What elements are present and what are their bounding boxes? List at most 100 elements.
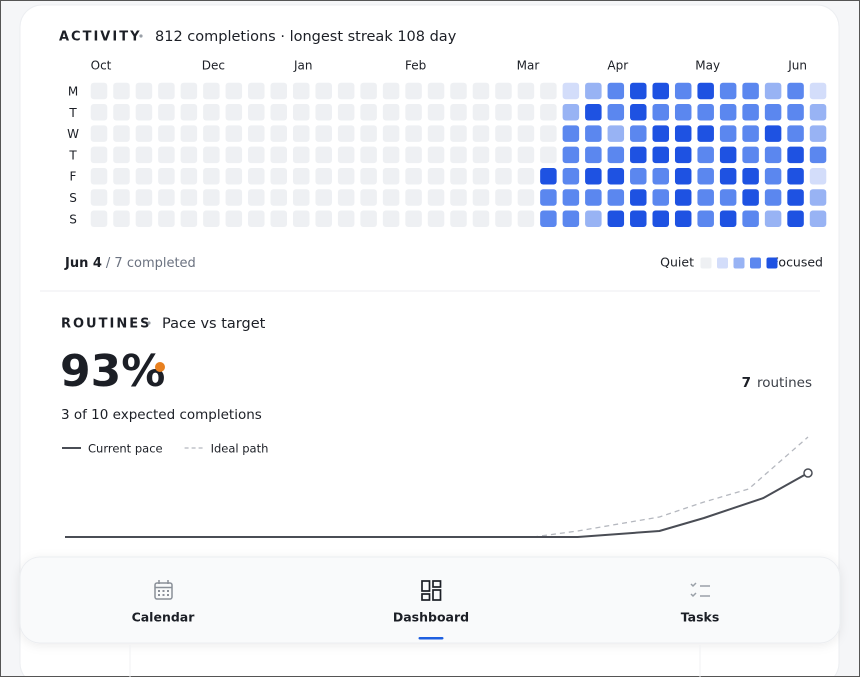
heat-cell bbox=[719, 82, 737, 100]
selected-date: Jun 4 bbox=[64, 256, 102, 271]
heat-cell bbox=[540, 189, 557, 206]
heat-cell bbox=[697, 82, 714, 100]
heat-cell bbox=[764, 210, 782, 228]
nav-item[interactable]: Calendar bbox=[132, 610, 196, 625]
expected-completions: 3 of 10 expected completions bbox=[61, 407, 262, 423]
heat-cell bbox=[158, 210, 175, 228]
heat-cell bbox=[203, 104, 220, 121]
heat-cell bbox=[585, 167, 602, 185]
heat-cell bbox=[674, 104, 692, 121]
heat-cell bbox=[180, 82, 198, 100]
heat-cell bbox=[809, 125, 827, 142]
heat-cell bbox=[315, 210, 332, 228]
heat-cell bbox=[652, 167, 669, 185]
heat-cell bbox=[292, 82, 310, 100]
month-label: Jan bbox=[293, 59, 313, 73]
month-label: Jun bbox=[787, 59, 807, 73]
heat-cell bbox=[225, 104, 243, 121]
heat-cell bbox=[652, 210, 669, 228]
heat-cell bbox=[562, 189, 580, 206]
heat-cell bbox=[787, 125, 804, 142]
heat-cell bbox=[203, 146, 220, 164]
heat-cell bbox=[337, 189, 355, 206]
heat-cell bbox=[113, 82, 130, 100]
heat-cell bbox=[540, 210, 557, 228]
heat-cell bbox=[742, 104, 759, 121]
heat-cell bbox=[517, 189, 535, 206]
day-label: W bbox=[67, 127, 79, 141]
heat-cell bbox=[248, 189, 265, 206]
heat-cell bbox=[382, 104, 400, 121]
heat-cell bbox=[180, 189, 198, 206]
heat-cell bbox=[742, 167, 759, 185]
heat-cell bbox=[607, 125, 625, 142]
legend-swatch bbox=[733, 257, 745, 269]
heat-cell bbox=[450, 125, 467, 142]
nav-item[interactable]: Tasks bbox=[681, 610, 720, 625]
heat-cell bbox=[158, 146, 175, 164]
heat-cell bbox=[450, 104, 467, 121]
heat-cell bbox=[135, 82, 153, 100]
legend-label: Ideal path bbox=[211, 442, 269, 456]
heat-cell bbox=[607, 82, 625, 100]
heat-cell bbox=[674, 82, 692, 100]
nav-item[interactable]: Dashboard bbox=[393, 610, 469, 625]
heat-cell bbox=[472, 210, 490, 228]
heat-cell bbox=[248, 210, 265, 228]
heat-cell bbox=[472, 125, 490, 142]
heat-cell bbox=[697, 189, 714, 206]
separator-dot bbox=[139, 34, 143, 38]
heat-cell bbox=[719, 189, 737, 206]
heat-cell bbox=[90, 189, 108, 206]
heat-cell bbox=[158, 189, 175, 206]
heat-cell bbox=[135, 125, 153, 142]
legend-high: Focused bbox=[772, 255, 823, 270]
heat-cell bbox=[562, 210, 580, 228]
heat-cell bbox=[764, 167, 782, 185]
heat-cell bbox=[135, 146, 153, 164]
heat-cell bbox=[90, 104, 108, 121]
heat-cell bbox=[113, 125, 130, 142]
heat-cell bbox=[607, 210, 625, 228]
heat-cell bbox=[337, 104, 355, 121]
heat-cell bbox=[135, 189, 153, 206]
heat-cell bbox=[630, 104, 647, 121]
heat-cell bbox=[674, 189, 692, 206]
heat-cell bbox=[248, 104, 265, 121]
heat-cell bbox=[697, 167, 714, 185]
heat-cell bbox=[450, 82, 467, 100]
heat-cell bbox=[787, 146, 804, 164]
heat-cell bbox=[427, 82, 445, 100]
heat-cell bbox=[158, 82, 175, 100]
heat-cell bbox=[472, 82, 490, 100]
heat-cell bbox=[495, 125, 512, 142]
heat-cell bbox=[248, 125, 265, 142]
heat-cell bbox=[315, 167, 332, 185]
day-label: S bbox=[69, 212, 77, 226]
active-indicator bbox=[418, 637, 444, 640]
heat-cell bbox=[719, 146, 737, 164]
heat-cell bbox=[495, 104, 512, 121]
heat-cell bbox=[270, 189, 288, 206]
heat-cell bbox=[562, 125, 580, 142]
heat-cell bbox=[180, 104, 198, 121]
heat-cell bbox=[630, 146, 647, 164]
heat-cell bbox=[360, 104, 377, 121]
day-label: T bbox=[68, 148, 77, 162]
heat-cell bbox=[337, 210, 355, 228]
heat-cell bbox=[113, 167, 130, 185]
separator-dot bbox=[147, 321, 151, 325]
heat-cell bbox=[517, 125, 535, 142]
heat-cell bbox=[405, 125, 422, 142]
heat-cell bbox=[495, 167, 512, 185]
day-label: F bbox=[70, 170, 77, 184]
heat-cell bbox=[764, 189, 782, 206]
heat-cell bbox=[292, 167, 310, 185]
heat-cell bbox=[90, 82, 108, 100]
heat-cell bbox=[360, 189, 377, 206]
day-label: M bbox=[68, 85, 78, 99]
end-marker bbox=[803, 468, 813, 478]
heat-cell bbox=[674, 146, 692, 164]
